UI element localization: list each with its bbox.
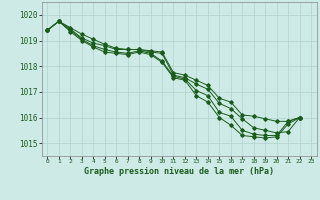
X-axis label: Graphe pression niveau de la mer (hPa): Graphe pression niveau de la mer (hPa) [84,167,274,176]
